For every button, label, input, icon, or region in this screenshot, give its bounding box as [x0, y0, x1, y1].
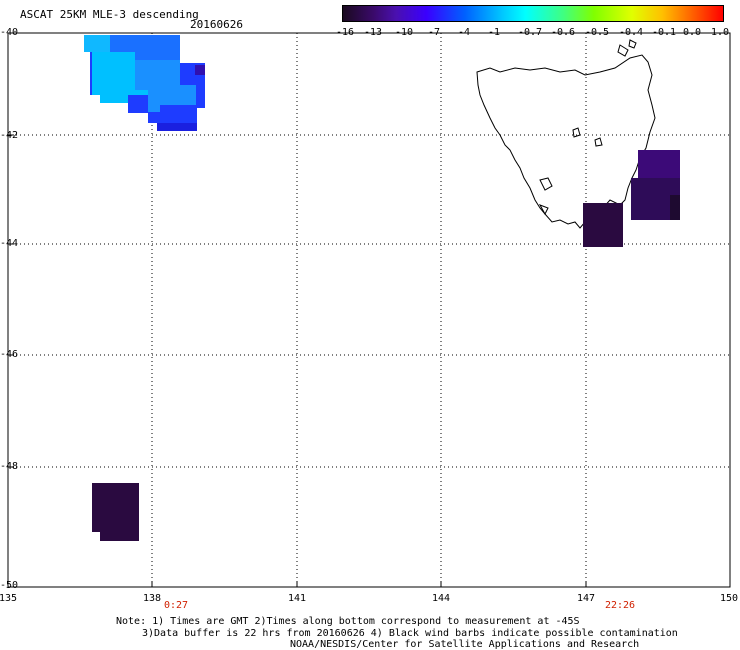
tick-marks [8, 32, 587, 587]
lon-label: 141 [287, 593, 307, 604]
time-label: 22:26 [604, 600, 636, 611]
note-line-1: Note: 1) Times are GMT 2)Times along bot… [116, 616, 580, 627]
lat-label: -40 [0, 27, 19, 38]
lon-label: 138 [142, 593, 162, 604]
lon-label: 135 [0, 593, 18, 604]
note-line-3: NOAA/NESDIS/Center for Satellite Applica… [290, 639, 640, 650]
lon-label: 144 [431, 593, 451, 604]
lon-label: 147 [576, 593, 596, 604]
lat-label: -46 [0, 349, 19, 360]
wind-swath-northwest [84, 35, 205, 131]
map-frame [7, 32, 731, 588]
lat-label: -50 [0, 580, 19, 591]
time-label: 0:27 [163, 600, 189, 611]
lat-label: -48 [0, 461, 19, 472]
map-title: ASCAT 25KM MLE-3 descending [20, 8, 199, 21]
color-scale-bar [342, 5, 724, 22]
wind-swath-southeast [583, 150, 680, 247]
grid-lines [8, 33, 730, 587]
map-date: 20160626 [190, 18, 243, 31]
lat-label: -42 [0, 130, 19, 141]
tasmania-coastline [476, 39, 656, 229]
note-line-2: 3)Data buffer is 22 hrs from 20160626 4)… [142, 628, 678, 639]
lat-label: -44 [0, 238, 19, 249]
wind-swath-southwest [92, 483, 139, 541]
lon-label: 150 [719, 593, 739, 604]
